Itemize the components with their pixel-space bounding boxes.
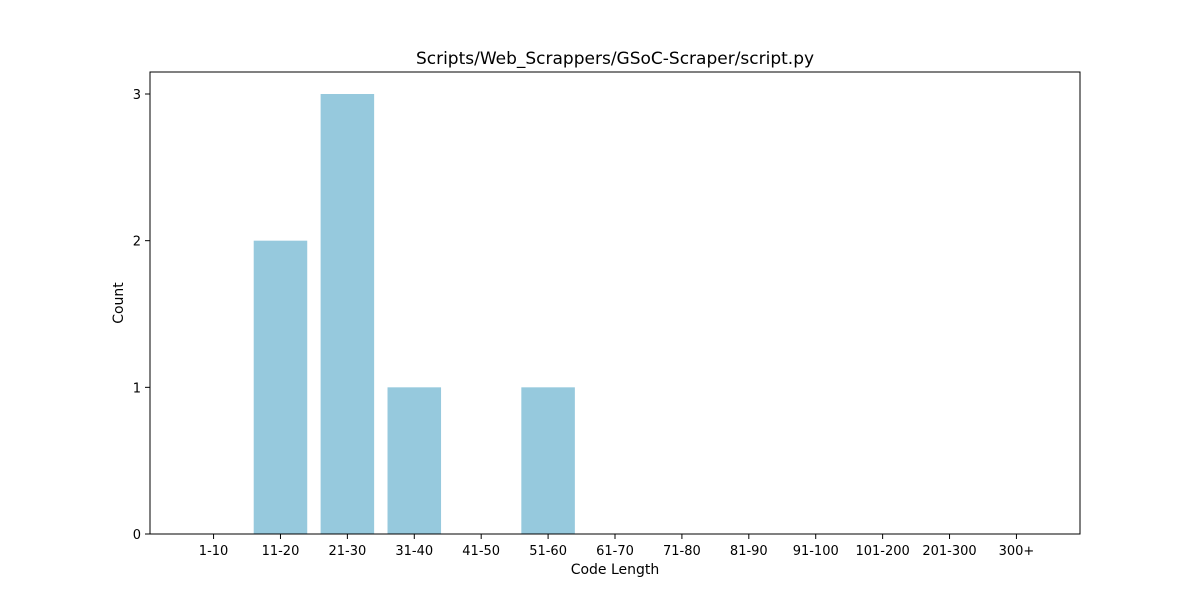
y-tick-label: 2 <box>133 235 141 250</box>
bar-51-60 <box>521 387 575 534</box>
x-tick-label: 81-90 <box>730 544 768 559</box>
bar-21-30 <box>321 94 375 534</box>
x-axis-label: Code Length <box>571 562 660 578</box>
x-tick-label: 21-30 <box>328 544 366 559</box>
x-axis: 1-10 11-20 21-30 31-40 41-50 51-60 61-70 71-80 8… <box>199 534 1034 559</box>
x-tick-label: 300+ <box>999 544 1035 559</box>
x-tick-label: 41-50 <box>462 544 500 559</box>
bars-group <box>254 94 575 534</box>
x-tick-label: 201-300 <box>922 544 976 559</box>
y-axis: 0 1 2 3 <box>133 88 150 543</box>
y-axis-label: Count <box>111 282 127 324</box>
y-tick-label: 0 <box>133 528 141 543</box>
bar-11-20 <box>254 241 308 534</box>
x-tick-label: 11-20 <box>262 544 300 559</box>
x-tick-label: 31-40 <box>395 544 433 559</box>
y-tick-label: 3 <box>133 88 141 103</box>
x-tick-label: 91-100 <box>793 544 839 559</box>
x-tick-label: 51-60 <box>529 544 567 559</box>
x-tick-label: 1-10 <box>199 544 229 559</box>
x-tick-label: 71-80 <box>663 544 701 559</box>
x-tick-label: 61-70 <box>596 544 634 559</box>
bar-31-40 <box>388 387 442 534</box>
x-tick-label: 101-200 <box>855 544 909 559</box>
chart-title: Scripts/Web_Scrappers/GSoC-Scraper/scrip… <box>416 49 814 69</box>
y-tick-label: 1 <box>133 381 141 396</box>
